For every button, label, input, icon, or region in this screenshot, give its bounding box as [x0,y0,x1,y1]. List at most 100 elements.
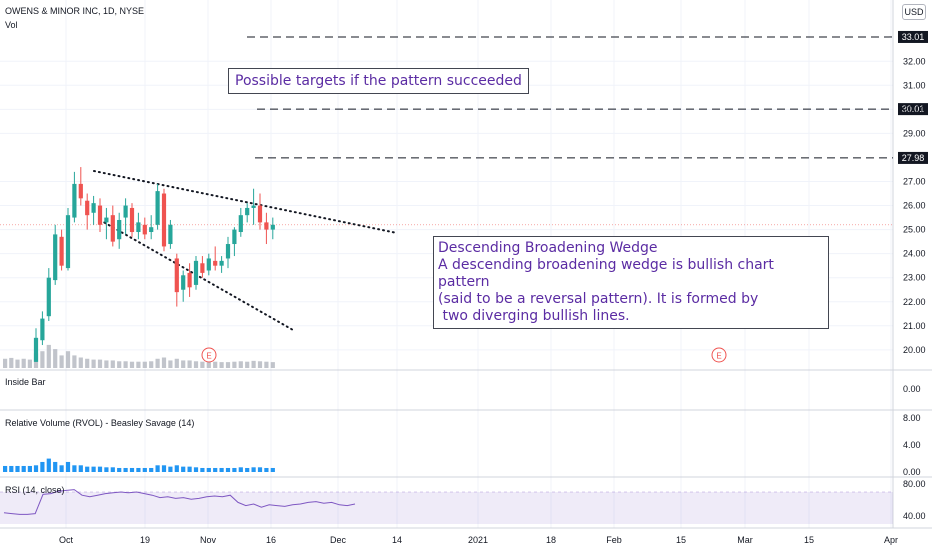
target-lines: 33.01 30.01 27.98 [247,30,928,164]
rvol-bar [174,465,179,472]
rvol-tick: 4.00 [903,440,921,450]
volume-bar [206,361,211,368]
rsi-label: RSI (14, close) [5,485,65,495]
time-tick-label: Apr [884,535,898,545]
earnings-marker [711,347,727,363]
candle-body [155,191,160,225]
volume-bar [200,361,205,368]
volume-bar [161,357,167,368]
rvol-bar [59,465,64,472]
volume-bar [3,358,8,368]
rvol-bar [168,466,173,472]
time-axis[interactable]: Oct 19 Nov 16 Dec 14 2021 18 Feb 15 Mar 15 Apr [59,535,898,545]
candle-body [78,183,83,199]
rvol-bar [129,467,135,472]
rvol-bar [104,467,109,472]
candle-body [161,193,167,247]
rvol-bar [3,465,8,472]
volume-bar [78,357,83,368]
target-price-tag [898,151,928,164]
pane-separators [0,0,932,529]
time-tick-label: 16 [266,535,276,545]
time-tick-label: Mar [737,535,753,545]
price-tick-label: 32.00 [903,56,926,66]
price-tick-label: 25.00 [903,225,926,235]
candle-body [91,203,96,213]
candle-body [174,258,179,293]
rvol-bar [72,465,77,472]
rvol-bar [193,467,199,472]
candle-body [225,244,231,259]
rvol-bar [65,461,71,472]
time-tick-label: 15 [804,535,814,545]
volume-bar [174,358,179,368]
rvol-bar [40,461,45,472]
candle-body [85,200,90,216]
targets-annotation[interactable]: Possible targets if the pattern succeede… [228,68,529,94]
candle-body [46,277,51,317]
volume-bar [46,344,51,368]
rvol-bar [264,467,269,472]
rsi-band [0,492,893,524]
volume-bar [264,361,269,368]
volume-bar [97,359,103,368]
rvol-bar [206,467,211,472]
price-tick-label: 22.00 [903,297,926,307]
chart-title: OWENS & MINOR INC, 1D, NYSE [5,6,145,16]
rvol-bar [85,466,90,472]
price-axis[interactable]: 32.00 31.00 30.00 29.00 27.00 26.00 25.00 24.00… [903,56,926,521]
wedge-title: Descending Broadening Wedge [438,240,658,256]
candle-body [187,272,192,288]
price-tick-label: 31.00 [903,80,926,90]
candle-body [117,219,122,240]
rvol-bar [181,466,186,472]
volume-bar [245,361,250,368]
rvol-bar [97,466,103,472]
time-tick-label: 19 [140,535,150,545]
candle-body [238,215,243,233]
volume-bars [3,344,275,368]
volume-bar [91,359,96,368]
candle-body [213,260,218,266]
candle-body [219,260,224,266]
candles[interactable] [33,167,275,362]
volume-bar [251,360,256,368]
rvol-tick: 8.00 [903,413,921,423]
target-price-label: 27.98 [902,153,925,163]
volume-bar [21,358,26,368]
inside-bar-tick: 0.00 [903,384,921,394]
volume-bar [27,359,32,368]
volume-bar [72,355,77,368]
rvol-bar [155,465,160,472]
volume-bar [129,361,135,368]
volume-bar [181,360,186,368]
rvol-bar [251,467,256,472]
rvol-bar [27,465,32,472]
time-tick-label: 15 [676,535,686,545]
target-price-tag [898,103,928,116]
candle-body [136,222,141,233]
volume-bar [40,351,45,368]
candle-body [200,263,205,273]
rvol-bar [53,461,58,472]
wedge-trendlines [93,170,398,331]
candle-body [129,207,135,233]
wedge-annotation[interactable]: Descending Broadening Wedge A descending… [433,236,829,329]
price-tick-label: 24.00 [903,249,926,259]
rsi-line [3,489,356,515]
volume-bar [65,351,71,368]
volume-bar [155,358,160,368]
candle-body [65,215,71,269]
candle-body [149,227,154,233]
volume-bar [238,361,243,368]
candle-body [40,318,45,341]
rvol-bar [213,467,218,472]
volume-bar [123,361,128,368]
rvol-bar [15,465,20,472]
price-tick-label: 23.00 [903,273,926,283]
candle-body [181,275,186,290]
targets-annotation-text: Possible targets if the pattern succeede… [235,73,522,89]
currency-button[interactable]: USD [902,4,926,20]
